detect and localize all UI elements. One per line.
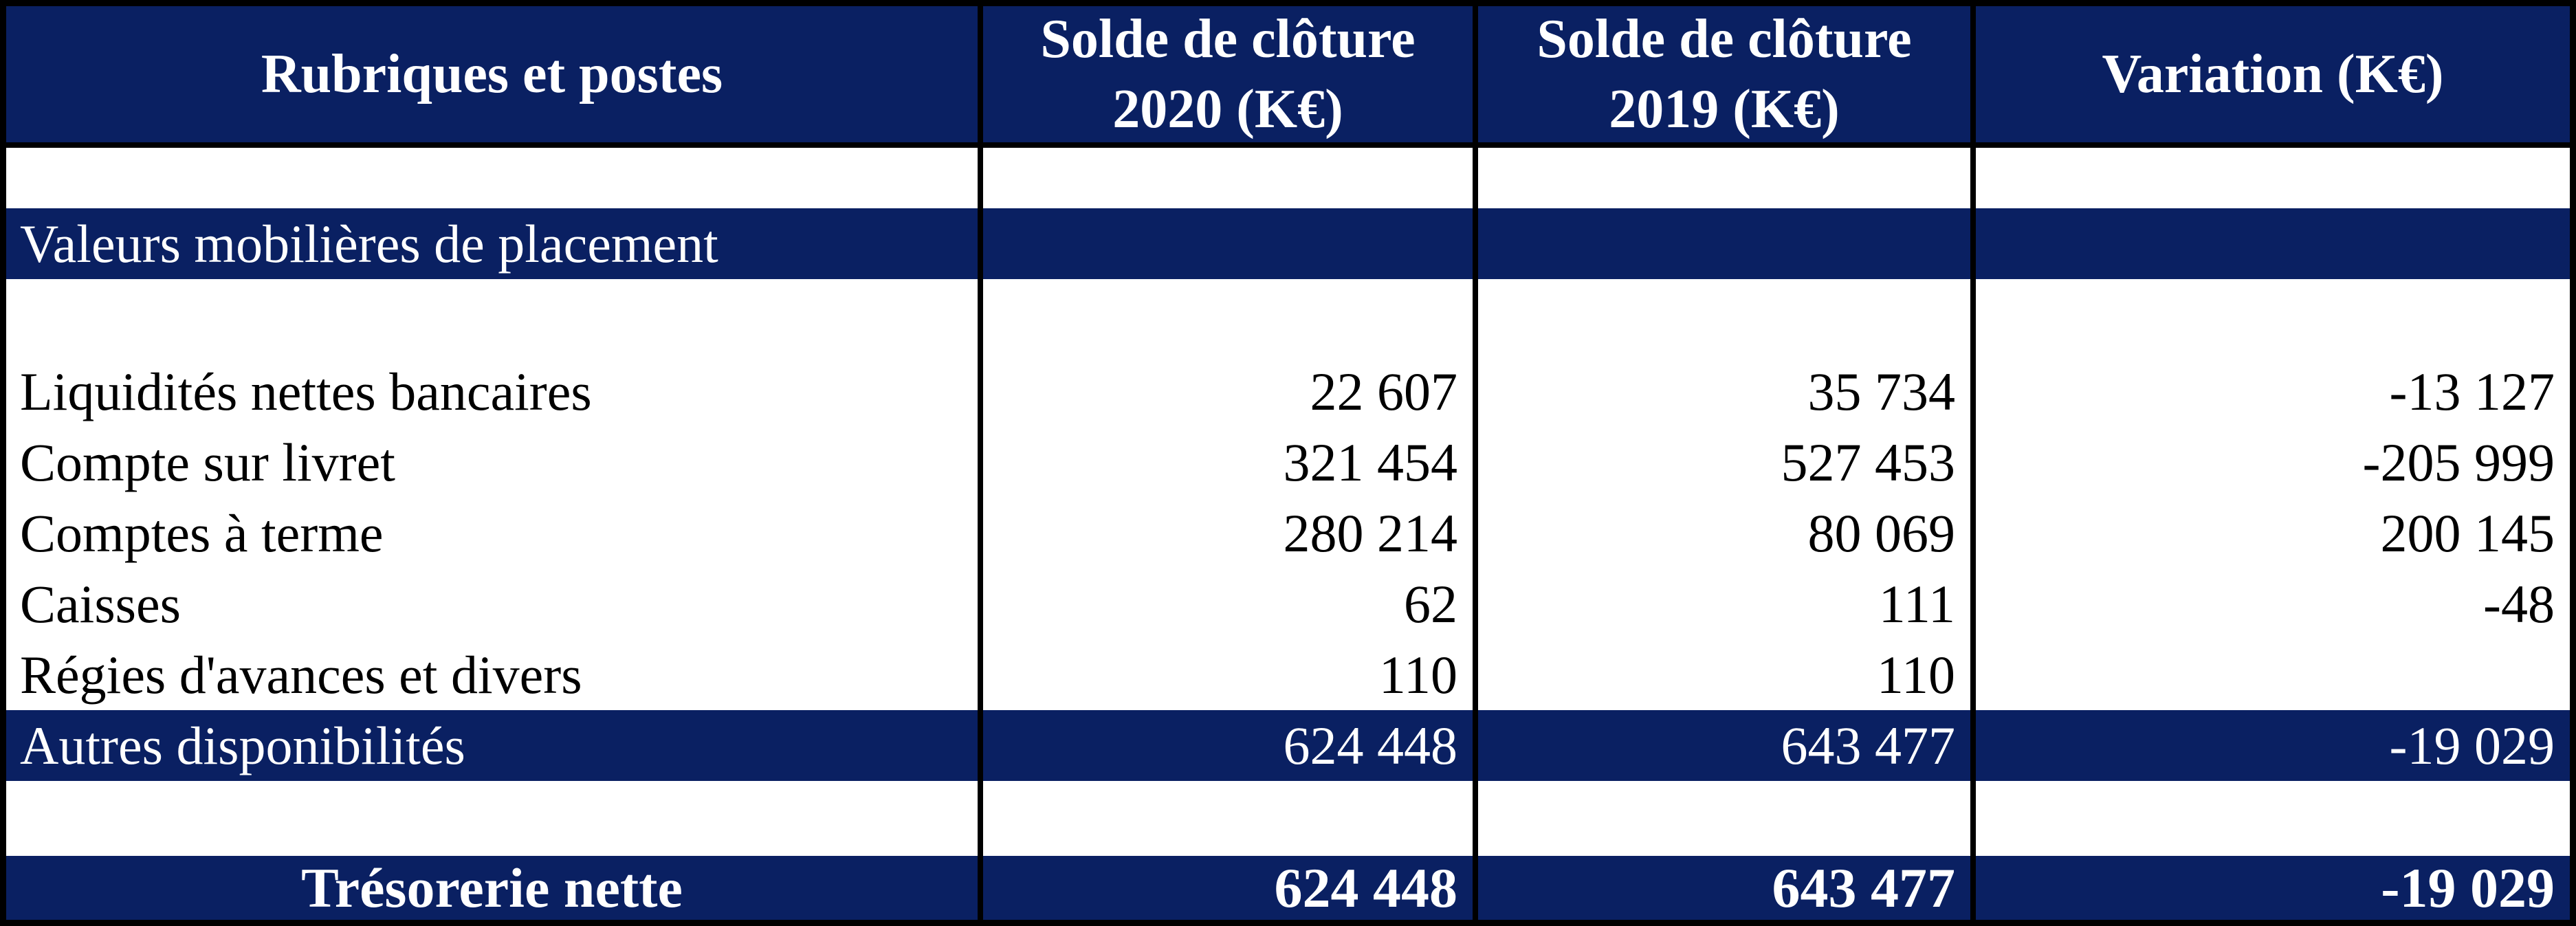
row-value-2020-cell xyxy=(983,781,1478,856)
row-variation-cell: -19 029 xyxy=(2389,715,2555,775)
spacer-row xyxy=(6,279,2570,356)
table-row: Caisses 62 111 -48 xyxy=(6,569,2570,639)
row-value-2020-cell xyxy=(983,148,1478,208)
row-variation-cell xyxy=(1976,148,2570,208)
table-row: Liquidités nettes bancaires 22 607 35 73… xyxy=(6,356,2570,427)
row-label-cell: Régies d'avances et divers xyxy=(6,639,983,710)
row-variation-cell: 200 145 xyxy=(2380,503,2555,563)
row-label-cell: Liquidités nettes bancaires xyxy=(6,356,983,427)
row-variation-cell: -48 xyxy=(2483,573,2555,634)
table-row: Autres disponibilités 624 448 643 477 -1… xyxy=(6,710,2570,781)
row-value-2020-cell: 624 448 xyxy=(983,710,1478,781)
header-rubriques-et-postes: Rubriques et postes xyxy=(6,6,983,148)
table-row: Compte sur livret 321 454 527 453 -205 9… xyxy=(6,427,2570,498)
row-value-2019-cell: 111 xyxy=(1478,569,1976,639)
row-value-2019-cell xyxy=(1478,208,1976,279)
table-row: Valeurs mobilières de placement xyxy=(6,208,2570,279)
row-value-2020-cell: 110 xyxy=(983,639,1478,710)
row-value-2020-cell: 321 454 xyxy=(983,427,1478,498)
row-value-2020-cell: 62 xyxy=(983,569,1478,639)
row-value-2019-cell: 527 453 xyxy=(1478,427,1976,498)
row-value-2019-cell xyxy=(1478,279,1976,356)
row-label-cell xyxy=(6,781,983,856)
row-value-2020-cell: 280 214 xyxy=(983,498,1478,569)
table-header-row: Rubriques et postes Solde de clôture 202… xyxy=(6,6,2570,148)
row-variation-cell xyxy=(1976,639,2570,710)
row-value-2019-cell xyxy=(1478,781,1976,856)
row-label-cell: Valeurs mobilières de placement xyxy=(6,208,983,279)
row-value-2020-cell xyxy=(983,279,1478,356)
row-value-2020-cell: 624 448 xyxy=(983,856,1478,920)
row-variation-cell xyxy=(1976,279,2570,356)
row-value-2019-cell: 643 477 xyxy=(1478,856,1976,920)
header-solde-cloture-2019: Solde de clôture 2019 (K€) xyxy=(1478,6,1976,148)
row-label-cell: Comptes à terme xyxy=(6,498,983,569)
row-label-cell xyxy=(6,279,983,356)
table-row: Trésorerie nette 624 448 643 477 -19 029 xyxy=(6,856,2570,920)
row-value-2020-cell xyxy=(983,208,1478,279)
table-row: Régies d'avances et divers 110 110 xyxy=(6,639,2570,710)
header-variation: Variation (K€) xyxy=(1976,6,2570,148)
row-value-2019-cell: 80 069 xyxy=(1478,498,1976,569)
row-value-2019-cell: 643 477 xyxy=(1478,710,1976,781)
row-value-2019-cell xyxy=(1478,148,1976,208)
spacer-row xyxy=(6,148,2570,208)
row-variation-cell xyxy=(1976,781,2570,856)
row-label-cell: Caisses xyxy=(6,569,983,639)
table-row: Comptes à terme 280 214 80 069 200 145 xyxy=(6,498,2570,569)
row-variation-cell: -19 029 xyxy=(2381,856,2555,919)
header-solde-cloture-2020: Solde de clôture 2020 (K€) xyxy=(983,6,1478,148)
row-variation-cell xyxy=(1976,208,2570,279)
row-label-cell: Compte sur livret xyxy=(6,427,983,498)
spacer-row xyxy=(6,781,2570,856)
row-value-2020-cell: 22 607 xyxy=(983,356,1478,427)
row-value-2019-cell: 35 734 xyxy=(1478,356,1976,427)
row-label-cell: Trésorerie nette xyxy=(6,856,983,920)
row-variation-cell: -13 127 xyxy=(2389,361,2555,421)
row-label-cell xyxy=(6,148,983,208)
row-value-2019-cell: 110 xyxy=(1478,639,1976,710)
row-label-cell: Autres disponibilités xyxy=(6,710,983,781)
row-variation-cell: -205 999 xyxy=(2362,432,2555,492)
